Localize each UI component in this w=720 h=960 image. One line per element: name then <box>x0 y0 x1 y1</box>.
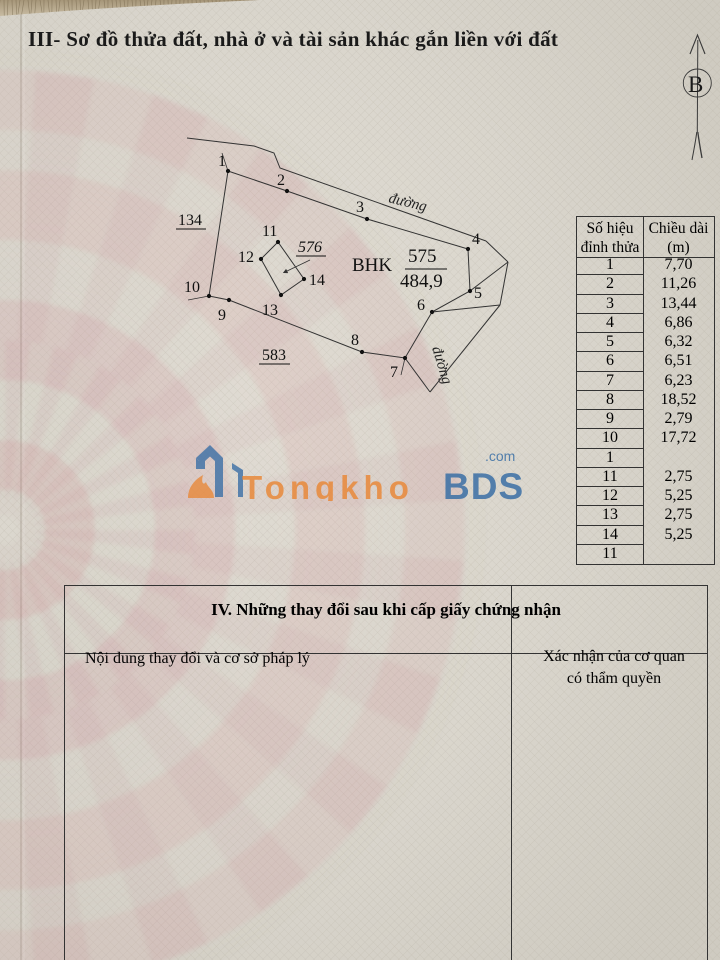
svg-text:.com: .com <box>485 448 515 464</box>
svg-text:Tongkho: Tongkho <box>242 469 414 501</box>
svg-text:BDS: BDS <box>443 466 524 501</box>
